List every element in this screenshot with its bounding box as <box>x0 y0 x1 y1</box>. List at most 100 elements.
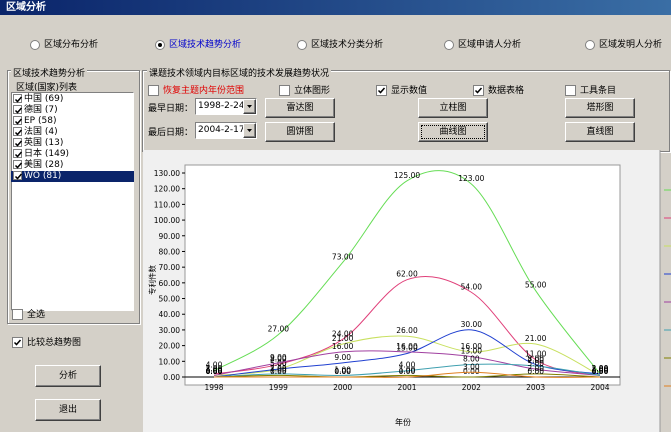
value-label: 5.00 <box>270 359 287 368</box>
select-all-text: 全选 <box>27 310 46 320</box>
value-label: 123.00 <box>458 174 484 183</box>
value-label: 0.00 <box>206 367 223 376</box>
list-label-text: 区域(国家)列表 <box>16 83 78 93</box>
value-label: 15.00 <box>396 343 418 352</box>
value-label: 13.00 <box>461 347 483 356</box>
y-tick-label: 50.00 <box>159 295 181 304</box>
value-label: 11.00 <box>525 350 547 359</box>
option-check[interactable]: 立体图形 <box>279 83 330 96</box>
value-label: 30.00 <box>461 320 483 329</box>
radio[interactable] <box>155 39 165 50</box>
y-tick-label: 70.00 <box>159 263 181 272</box>
chart-button[interactable]: 塔形图 <box>565 98 635 118</box>
x-tick-label: 2003 <box>526 383 545 392</box>
tab-radio-text: 区域技术趋势分析 <box>169 40 242 50</box>
value-label: 73.00 <box>332 252 354 261</box>
checkbox[interactable] <box>13 171 23 180</box>
option-check[interactable]: 显示数值 <box>376 83 427 96</box>
tab-radio-text: 区域申请人分析 <box>458 40 522 50</box>
list-item-text: 美国 (28) <box>24 160 64 170</box>
chart-button[interactable]: 雷达图 <box>265 98 335 118</box>
tab-radio[interactable]: 区域分布分析 <box>30 37 98 50</box>
date-combo[interactable]: 1998-2-24 <box>195 98 257 115</box>
value-label: 21.00 <box>332 334 354 343</box>
chart-button[interactable]: 立柱图 <box>418 98 488 118</box>
button[interactable]: 退出 <box>35 399 101 421</box>
chart-panel: 0.00 10.00 20.00 30.00 40.00 50.00 60.00 70.00 8… <box>143 150 671 432</box>
list-item[interactable]: 美国 (28) <box>11 160 134 171</box>
checkbox[interactable] <box>13 116 23 125</box>
radio[interactable] <box>297 39 307 50</box>
value-label: 4.00 <box>206 361 223 370</box>
value-label: 26.00 <box>396 326 418 335</box>
list-item[interactable]: EP (58) <box>11 116 134 127</box>
checkbox[interactable] <box>13 149 23 158</box>
group-title: 区域技术趋势分析 <box>11 66 88 79</box>
value-label: 9.00 <box>270 353 287 362</box>
y-tick-label: 10.00 <box>159 357 181 366</box>
checkbox[interactable] <box>12 337 23 348</box>
x-tick-label: 2002 <box>462 383 481 392</box>
value-label: 62.00 <box>396 270 418 279</box>
compare-check[interactable]: 比较总趋势图 <box>12 335 81 348</box>
tab-radio-text: 区域发明人分析 <box>599 40 663 50</box>
checkbox[interactable] <box>12 309 23 320</box>
list-item-text: 法国 (4) <box>24 127 58 137</box>
y-tick-label: 80.00 <box>159 247 181 256</box>
checkbox[interactable] <box>473 85 484 96</box>
window-title: 区域分析 <box>6 2 46 13</box>
radio[interactable] <box>30 39 40 50</box>
y-tick-label: 110.00 <box>154 200 180 209</box>
value-label: 54.00 <box>461 282 483 291</box>
chart-button[interactable]: 直线图 <box>565 122 635 142</box>
list-item[interactable]: 英国 (13) <box>11 138 134 149</box>
tab-radio[interactable]: 区域发明人分析 <box>585 37 662 50</box>
option-check-text: 工具条目 <box>580 86 617 96</box>
list-item[interactable]: 法国 (4) <box>11 127 134 138</box>
list-item-text: WO (81) <box>24 171 62 181</box>
y-tick-label: 20.00 <box>159 342 181 351</box>
checkbox[interactable] <box>13 94 23 103</box>
series-line <box>213 276 601 376</box>
list-item[interactable]: 日本 (149) <box>11 149 134 160</box>
list-item[interactable]: 中国 (69) <box>11 94 134 105</box>
value-label: 125.00 <box>394 171 420 180</box>
option-check[interactable]: 工具条目 <box>565 83 616 96</box>
select-all[interactable]: 全选 <box>12 307 45 320</box>
checkbox[interactable] <box>13 138 23 147</box>
value-label: 2.00 <box>270 364 287 373</box>
tab-radio[interactable]: 区域技术趋势分析 <box>155 37 241 50</box>
value-label: 16.00 <box>332 342 354 351</box>
chart-button[interactable]: 曲线图 <box>418 122 488 142</box>
group-title-text: 区域技术趋势分析 <box>13 69 86 79</box>
date-combo[interactable]: 2004-2-17 <box>195 122 257 139</box>
radio[interactable] <box>585 39 595 50</box>
value-label: 5.00 <box>270 359 287 368</box>
radio[interactable] <box>444 39 454 50</box>
checkbox[interactable] <box>13 105 23 114</box>
series-line <box>213 373 601 378</box>
button[interactable]: 分析 <box>35 365 101 387</box>
checkbox[interactable] <box>148 85 159 96</box>
tab-radio[interactable]: 区域技术分类分析 <box>297 37 383 50</box>
option-check[interactable]: 数据表格 <box>473 83 524 96</box>
checkbox[interactable] <box>13 127 23 136</box>
option-check-text: 立体图形 <box>294 86 331 96</box>
checkbox[interactable] <box>279 85 290 96</box>
option-check[interactable]: 恢复主题内年份范围 <box>148 83 244 96</box>
value-label: 1.00 <box>270 365 287 374</box>
country-list[interactable] <box>11 92 134 311</box>
combo-arrow[interactable] <box>243 99 256 114</box>
tab-radio[interactable]: 区域申请人分析 <box>444 37 521 50</box>
checkbox[interactable] <box>376 85 387 96</box>
checkbox[interactable] <box>13 160 23 169</box>
value-label: 1.00 <box>592 365 609 374</box>
checkbox[interactable] <box>565 85 576 96</box>
list-item[interactable]: 德国 (7) <box>11 105 134 116</box>
tab-radio-text: 区域技术分类分析 <box>311 40 384 50</box>
chart-button[interactable]: 圆饼图 <box>265 122 335 142</box>
combo-arrow[interactable] <box>243 123 256 138</box>
value-label: 21.00 <box>525 334 547 343</box>
list-item[interactable]: WO (81) <box>11 171 134 182</box>
chart-button-text: 雷达图 <box>286 103 314 113</box>
